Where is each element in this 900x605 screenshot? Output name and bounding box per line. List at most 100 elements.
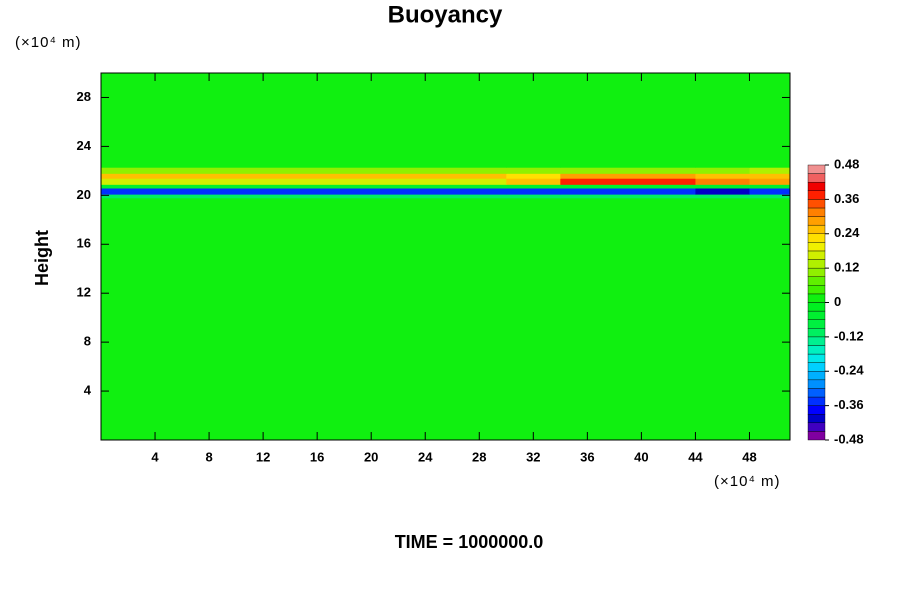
heatmap-cell [560, 197, 696, 441]
heatmap-cell [506, 178, 561, 185]
heatmap-cell [506, 194, 561, 199]
heatmap-cell [506, 197, 561, 441]
colorbar-swatch [807, 345, 826, 355]
x-tick-label: 16 [310, 449, 324, 464]
heatmap-cell [749, 173, 791, 179]
heatmap-cell [506, 187, 561, 195]
heatmap-cell [749, 178, 791, 185]
colorbar-swatch [807, 233, 826, 243]
colorbar-swatch [807, 190, 826, 200]
heatmap-cell [695, 184, 750, 189]
heatmap-cell [560, 184, 696, 189]
colorbar-swatch [807, 319, 826, 329]
heatmap-cell [101, 187, 507, 195]
colorbar-swatch [807, 336, 826, 346]
x-tick-label: 44 [688, 449, 703, 464]
colorbar-swatch [807, 293, 826, 303]
heatmap-cell [101, 184, 507, 189]
colorbar-tick-label: 0.12 [834, 260, 859, 275]
colorbar-swatch [807, 207, 826, 217]
colorbar-swatch [807, 173, 826, 183]
colorbar-tick-label: 0.24 [834, 225, 860, 240]
y-tick-label: 16 [77, 236, 91, 251]
colorbar-swatch [807, 242, 826, 252]
x-tick-label: 32 [526, 449, 540, 464]
x-tick-label: 36 [580, 449, 594, 464]
colorbar-swatch [807, 353, 826, 363]
heatmap-cell [749, 197, 791, 441]
colorbar-swatch [807, 224, 826, 234]
colorbar-swatch [807, 310, 826, 320]
heatmap-cell [695, 178, 750, 185]
x-tick-label: 40 [634, 449, 648, 464]
plot-frame [100, 72, 791, 441]
x-unit: (×10⁴ m) [714, 473, 781, 490]
x-tick-label: 28 [472, 449, 486, 464]
colorbar-swatch [807, 396, 826, 406]
y-tick-label: 12 [77, 285, 91, 300]
heatmap-cell [560, 178, 696, 185]
y-tick-label: 8 [84, 334, 91, 349]
colorbar-swatch [807, 285, 826, 295]
heatmap-cell [695, 167, 750, 174]
heatmap-cell [506, 184, 561, 189]
x-tick-label: 20 [364, 449, 378, 464]
chart-title: Buoyancy [388, 1, 503, 28]
heatmap-cell [101, 178, 507, 185]
x-tick-label: 24 [418, 449, 433, 464]
y-unit: (×10⁴ m) [15, 34, 82, 51]
heatmap-cell [560, 173, 696, 179]
x-tick-label: 4 [151, 449, 159, 464]
y-tick-label: 20 [77, 187, 91, 202]
heatmap-cell [506, 73, 561, 168]
colorbar-swatch [807, 164, 826, 174]
x-tick-label: 8 [205, 449, 212, 464]
heatmap-cell [695, 187, 750, 195]
heatmap-cell [101, 73, 507, 168]
heatmap-cell [695, 197, 750, 441]
heatmap-cell [560, 187, 696, 195]
heatmap-cell [749, 73, 791, 168]
heatmap-cell [506, 173, 561, 179]
x-tick-label: 12 [256, 449, 270, 464]
heatmap-cell [749, 194, 791, 199]
colorbar-tick-label: -0.48 [834, 431, 864, 446]
heatmap-cell [749, 184, 791, 189]
heatmap-cell [101, 197, 507, 441]
colorbar-swatch [807, 422, 826, 432]
colorbar-swatch [807, 328, 826, 338]
annotation: TIME = 1000000.0 [395, 532, 544, 552]
colorbar-swatch [807, 181, 826, 191]
y-axis-label: Height [32, 230, 52, 286]
colorbar-swatch [807, 371, 826, 381]
heatmap-cell [101, 173, 507, 179]
y-tick-label: 4 [84, 383, 92, 398]
heatmap-cell [101, 194, 507, 199]
colorbar-swatch [807, 267, 826, 277]
colorbar-swatch [807, 388, 826, 398]
heatmap-cell [695, 194, 750, 199]
colorbar-tick-label: 0.36 [834, 191, 859, 206]
colorbar-swatch [807, 259, 826, 269]
heatmap-cell [560, 167, 696, 174]
heatmap-cell [695, 73, 750, 168]
heatmap-cell [101, 167, 507, 174]
heatmap-cell [749, 167, 791, 174]
colorbar-swatch [807, 216, 826, 226]
colorbar-tick-label: 0 [834, 294, 841, 309]
heatmap-cell [749, 187, 791, 195]
heatmap-cell [560, 73, 696, 168]
x-tick-label: 48 [742, 449, 756, 464]
y-tick-label: 24 [77, 138, 92, 153]
colorbar-swatch [807, 250, 826, 260]
colorbar-swatch [807, 431, 826, 441]
colorbar-swatch [807, 362, 826, 372]
colorbar-tick-label: -0.24 [834, 363, 864, 378]
colorbar-swatch [807, 302, 826, 312]
colorbar-swatch [807, 199, 826, 209]
colorbar-tick-label: -0.36 [834, 397, 864, 412]
colorbar-swatch [807, 276, 826, 286]
y-tick-label: 28 [77, 89, 91, 104]
